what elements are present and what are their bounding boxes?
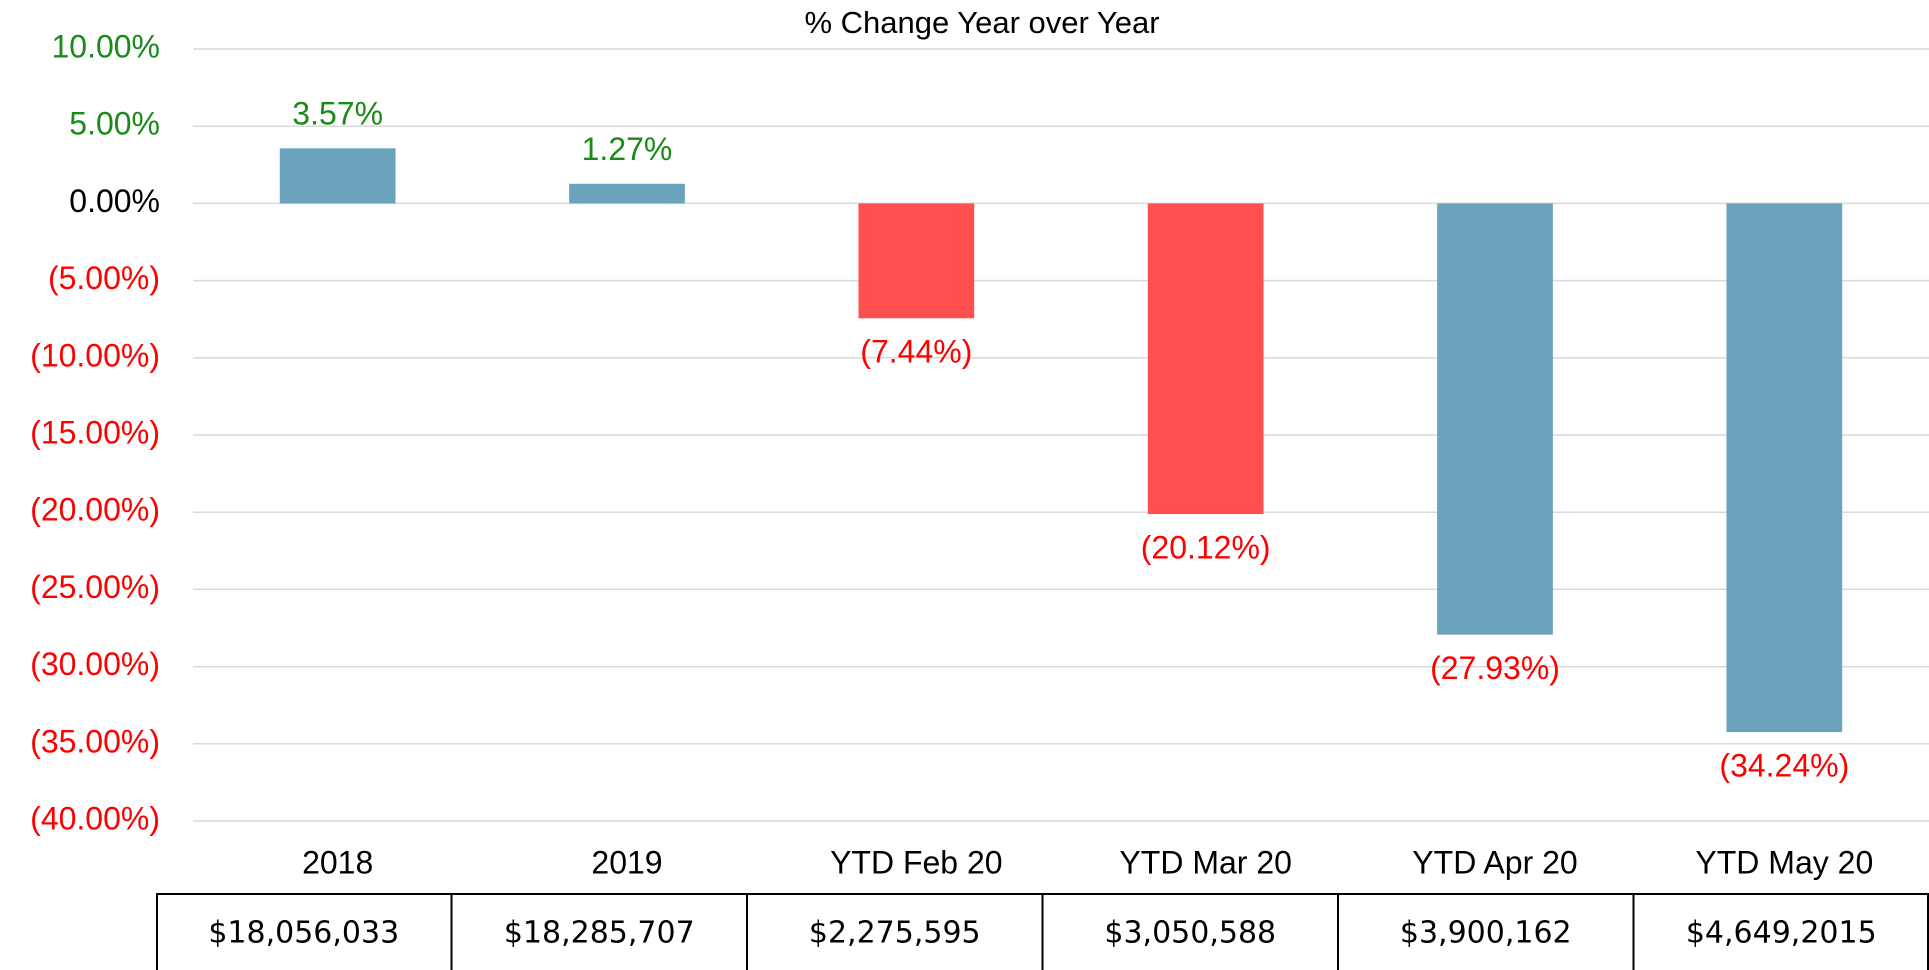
data-label: 3.57% <box>292 96 383 132</box>
data-label: (34.24%) <box>1719 748 1849 784</box>
table-cell: $2,275,595 <box>809 916 981 951</box>
table-cell: $3,900,162 <box>1400 916 1572 951</box>
x-tick-label: YTD Feb 20 <box>830 844 1003 880</box>
y-tick-label: (35.00%) <box>30 723 160 759</box>
y-tick-label: (15.00%) <box>30 414 160 450</box>
bar <box>569 183 685 204</box>
x-tick-label: YTD Apr 20 <box>1412 844 1577 880</box>
x-tick-label: YTD May 20 <box>1695 844 1873 880</box>
data-label: (27.93%) <box>1430 650 1560 686</box>
y-tick-label: (40.00%) <box>30 800 160 836</box>
y-tick-label: (10.00%) <box>30 337 160 373</box>
bar <box>279 148 396 204</box>
table-cell: $18,056,033 <box>208 916 399 951</box>
y-tick-label: 0.00% <box>69 183 160 219</box>
y-tick-label: 10.00% <box>51 28 160 64</box>
y-tick-label: (20.00%) <box>30 492 160 528</box>
x-tick-label: YTD Mar 20 <box>1119 844 1291 880</box>
data-label: (7.44%) <box>860 334 972 370</box>
table-cell: $3,050,588 <box>1104 916 1276 951</box>
y-tick-label: (30.00%) <box>30 646 160 682</box>
table-cell: $4,649,2015 <box>1686 916 1877 951</box>
bar <box>1726 203 1843 733</box>
x-tick-label: 2018 <box>302 844 373 880</box>
bar <box>858 203 975 319</box>
bar <box>1437 203 1553 635</box>
y-tick-label: 5.00% <box>69 106 160 142</box>
x-tick-label: 2019 <box>591 844 662 880</box>
bar <box>1147 203 1264 515</box>
y-tick-label: (5.00%) <box>48 260 160 296</box>
data-label: (20.12%) <box>1141 530 1271 566</box>
y-tick-label: (25.00%) <box>30 569 160 605</box>
table-cell: $18,285,707 <box>504 916 695 951</box>
chart-title: % Change Year over Year <box>804 5 1159 40</box>
data-label: 1.27% <box>582 131 673 167</box>
